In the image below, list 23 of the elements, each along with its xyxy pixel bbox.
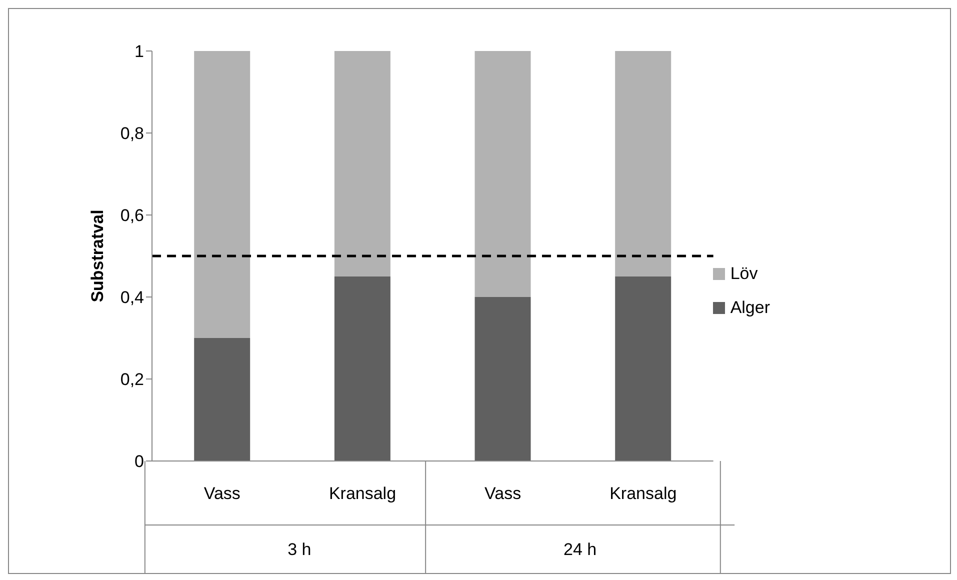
bar — [194, 51, 250, 338]
x-tick-label: Vass — [204, 484, 240, 503]
x-tick-label: Vass — [484, 484, 522, 503]
legend-label: Löv — [730, 264, 758, 284]
legend-label: Alger — [730, 298, 770, 318]
text: 3 h — [288, 540, 312, 559]
y-tick-label: 0 — [134, 452, 144, 472]
bar — [615, 276, 672, 461]
y-tick-label: 0,6 — [120, 206, 144, 226]
y-tick-label: 0,4 — [120, 288, 144, 308]
bar — [474, 51, 531, 297]
y-tick-label: 1 — [134, 42, 144, 62]
bar — [334, 276, 390, 461]
y-tick-label: 0,2 — [120, 370, 144, 390]
x-tick-label: Kransalg — [610, 484, 677, 503]
text: 24 h — [564, 540, 597, 559]
bar — [474, 297, 531, 461]
bar — [615, 51, 672, 276]
x-tick-label: Kransalg — [328, 484, 396, 503]
y-axis-title: Substratval — [88, 210, 108, 302]
bar — [334, 51, 390, 276]
y-tick-label: 0,8 — [120, 124, 144, 144]
bar — [194, 338, 250, 461]
